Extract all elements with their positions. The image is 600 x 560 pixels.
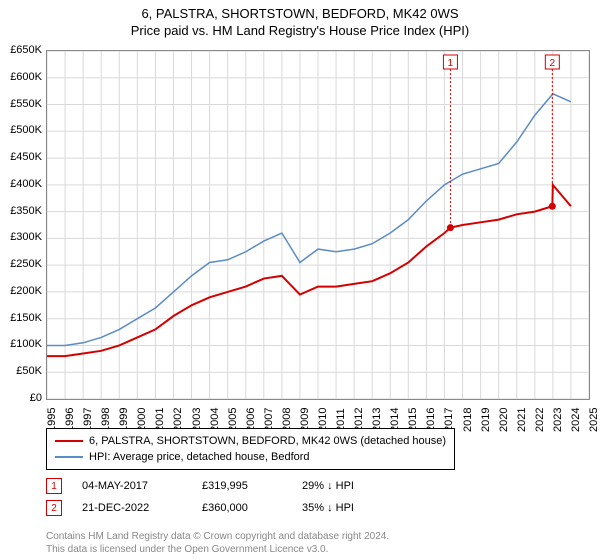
legend-label-blue: HPI: Average price, detached house, Bedf…	[89, 449, 310, 465]
svg-text:2: 2	[550, 58, 556, 69]
legend: 6, PALSTRA, SHORTSTOWN, BEDFORD, MK42 0W…	[46, 428, 455, 470]
sale-delta-1: 29% ↓ HPI	[302, 480, 354, 492]
x-tick-label: 2018	[462, 408, 474, 432]
y-tick-label: £350K	[10, 205, 42, 217]
y-tick-label: £650K	[10, 44, 42, 56]
sale-date-2: 21-DEC-2022	[82, 502, 182, 514]
x-tick-label: 2022	[534, 408, 546, 432]
sale-delta-2: 35% ↓ HPI	[302, 502, 354, 514]
sale-price-1: £319,995	[202, 480, 282, 492]
x-tick-label: 2023	[552, 408, 564, 432]
title-line-2: Price paid vs. HM Land Registry's House …	[0, 23, 600, 38]
legend-label-red: 6, PALSTRA, SHORTSTOWN, BEDFORD, MK42 0W…	[89, 433, 446, 449]
x-tick-label: 2024	[570, 408, 582, 432]
y-tick-label: £250K	[10, 258, 42, 270]
sale-row-1: 1 04-MAY-2017 £319,995 29% ↓ HPI	[46, 478, 354, 494]
y-tick-label: £100K	[10, 338, 42, 350]
y-tick-label: £300K	[10, 231, 42, 243]
y-tick-label: £600K	[10, 71, 42, 83]
x-tick-label: 2019	[480, 408, 492, 432]
y-tick-label: £150K	[10, 312, 42, 324]
y-tick-label: £550K	[10, 98, 42, 110]
legend-swatch-red	[55, 440, 83, 442]
title-line-1: 6, PALSTRA, SHORTSTOWN, BEDFORD, MK42 0W…	[0, 6, 600, 21]
sale-date-1: 04-MAY-2017	[82, 480, 182, 492]
y-tick-label: £0	[30, 392, 42, 404]
sale-marker-2: 2	[46, 500, 62, 516]
svg-text:1: 1	[448, 58, 454, 69]
y-tick-label: £450K	[10, 151, 42, 163]
y-tick-label: £500K	[10, 124, 42, 136]
y-tick-label: £400K	[10, 178, 42, 190]
chart-area: 12	[46, 50, 590, 400]
credit-line-1: Contains HM Land Registry data © Crown c…	[46, 530, 389, 543]
credit-line-2: This data is licensed under the Open Gov…	[46, 543, 389, 556]
credit: Contains HM Land Registry data © Crown c…	[46, 530, 389, 556]
x-tick-label: 2021	[516, 408, 528, 432]
x-tick-label: 2020	[498, 408, 510, 432]
x-tick-label: 2025	[588, 408, 600, 432]
y-tick-label: £200K	[10, 285, 42, 297]
y-tick-label: £50K	[16, 365, 42, 377]
sale-marker-1: 1	[46, 478, 62, 494]
chart-svg: 12	[47, 51, 589, 399]
sale-row-2: 2 21-DEC-2022 £360,000 35% ↓ HPI	[46, 500, 354, 516]
sale-price-2: £360,000	[202, 502, 282, 514]
legend-swatch-blue	[55, 456, 83, 458]
